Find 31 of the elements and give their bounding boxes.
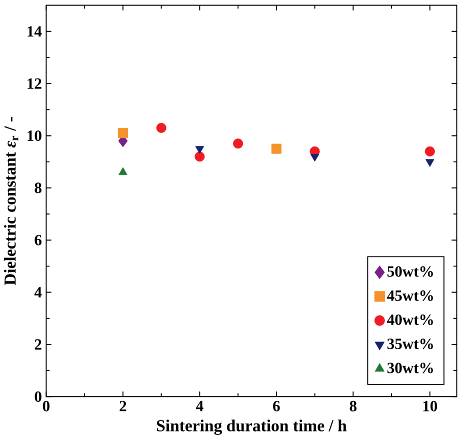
legend-label: 40wt% [387, 314, 433, 325]
point [118, 128, 128, 138]
y-tick-label: 4 [34, 287, 42, 298]
x-tick-label: 8 [350, 400, 357, 412]
legend-label: 45wt% [387, 290, 433, 301]
x-tick-label: 2 [120, 400, 126, 412]
x-tick-label: 6 [273, 400, 280, 412]
y-tick-label: 0 [34, 391, 42, 402]
x-tick-label: 10 [423, 400, 438, 412]
point [310, 154, 320, 162]
legend-label: 30wt% [387, 362, 433, 374]
point [194, 151, 205, 162]
y-tick-label: 6 [34, 234, 42, 246]
y-tick-label: 8 [34, 182, 42, 194]
point [118, 167, 128, 175]
x-tick-label: 0 [42, 400, 50, 412]
point [156, 122, 166, 133]
x-axis-title: Sintering duration time / h [156, 419, 347, 435]
point [195, 146, 204, 154]
point [271, 144, 282, 154]
point [424, 146, 435, 156]
y-tick-label: 12 [28, 78, 42, 89]
y-tick-label: 10 [28, 130, 42, 141]
y-axis-title: Dielectric constant ε$_{r}$ / - [4, 116, 18, 286]
point [426, 159, 434, 167]
point [233, 138, 244, 148]
x-tick-label: 4 [196, 400, 204, 411]
y-tick-label: 2 [34, 339, 42, 350]
legend-label: 35wt% [387, 338, 433, 350]
legend-label: 50wt% [387, 266, 433, 277]
y-tick-label: 14 [28, 26, 42, 36]
